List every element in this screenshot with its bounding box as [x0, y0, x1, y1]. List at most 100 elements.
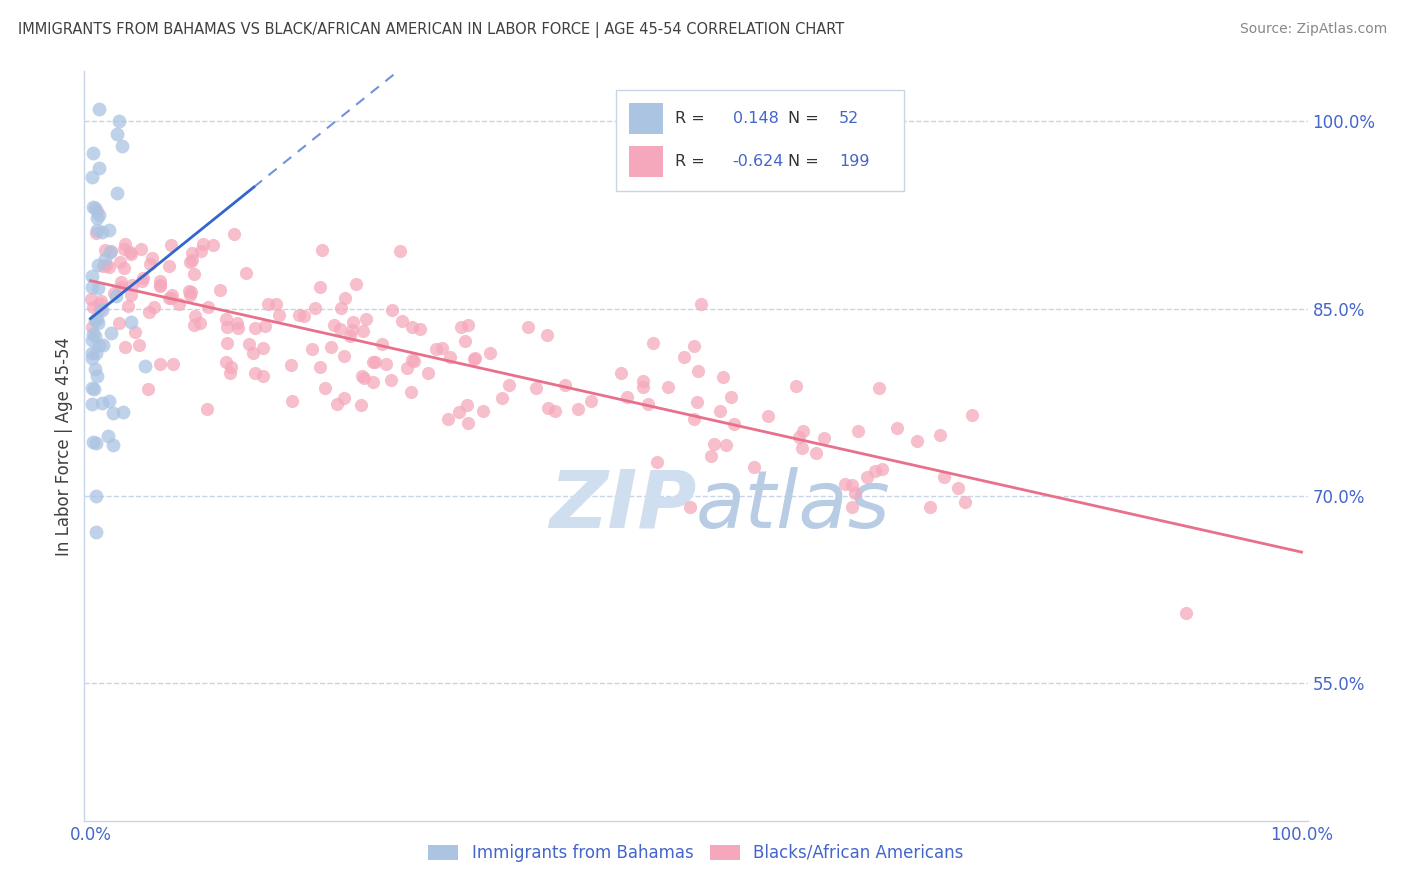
Point — [787, 430, 810, 444]
Point — [319, 340, 342, 354]
Point — [616, 390, 638, 404]
Text: ZIP: ZIP — [548, 467, 696, 545]
Point — [108, 316, 131, 330]
Point — [160, 291, 183, 305]
Point — [457, 318, 479, 333]
Point — [350, 398, 373, 412]
Point — [179, 255, 201, 269]
Point — [225, 316, 247, 330]
Point — [281, 394, 304, 409]
Point — [686, 395, 709, 409]
Legend: Immigrants from Bahamas, Blacks/African Americans: Immigrants from Bahamas, Blacks/African … — [422, 838, 970, 869]
Point — [243, 366, 266, 380]
Point — [389, 244, 412, 258]
Point — [82, 434, 104, 449]
Point — [105, 127, 128, 141]
Point — [101, 438, 124, 452]
Point — [353, 371, 375, 385]
Text: -0.624: -0.624 — [733, 153, 785, 169]
Point — [920, 500, 942, 514]
Point — [87, 258, 110, 272]
Bar — [628, 145, 664, 177]
Point — [863, 464, 886, 478]
Point — [183, 318, 205, 332]
Point — [252, 341, 274, 355]
Point — [112, 242, 135, 256]
Text: Source: ZipAtlas.com: Source: ZipAtlas.com — [1240, 22, 1388, 37]
Point — [149, 357, 172, 371]
Point — [813, 432, 835, 446]
Point — [868, 381, 890, 395]
Point — [80, 268, 103, 283]
Point — [790, 441, 813, 455]
Point — [326, 397, 349, 411]
Point — [101, 406, 124, 420]
Point — [202, 237, 225, 252]
Text: N =: N = — [787, 153, 824, 169]
Point — [333, 391, 356, 405]
Point — [89, 297, 111, 311]
Point — [93, 259, 115, 273]
Point — [82, 326, 104, 341]
Point — [846, 424, 869, 438]
Text: R =: R = — [675, 153, 710, 169]
Text: 199: 199 — [839, 153, 869, 169]
Point — [110, 280, 132, 294]
Point — [430, 341, 453, 355]
Point — [121, 277, 143, 292]
Point — [371, 337, 394, 351]
Point — [243, 321, 266, 335]
Point — [143, 301, 166, 315]
Point — [352, 324, 374, 338]
Point — [932, 470, 955, 484]
Point — [841, 500, 863, 514]
Point — [637, 396, 659, 410]
Point — [456, 398, 478, 412]
Point — [105, 186, 128, 200]
Point — [208, 283, 231, 297]
Point — [703, 437, 725, 451]
Point — [242, 345, 264, 359]
Point — [381, 303, 404, 318]
Point — [689, 297, 711, 311]
Point — [97, 428, 120, 442]
Point — [742, 460, 765, 475]
Point — [149, 278, 172, 293]
Point — [215, 354, 238, 368]
Point — [84, 524, 107, 539]
Point — [339, 329, 361, 343]
Point — [86, 204, 108, 219]
Point — [84, 362, 107, 376]
Point — [157, 259, 180, 273]
Point — [254, 319, 277, 334]
Text: IMMIGRANTS FROM BAHAMAS VS BLACK/AFRICAN AMERICAN IN LABOR FORCE | AGE 45-54 COR: IMMIGRANTS FROM BAHAMAS VS BLACK/AFRICAN… — [18, 22, 845, 38]
Point — [219, 359, 242, 374]
Point — [118, 244, 141, 259]
Point — [437, 411, 460, 425]
Point — [314, 381, 336, 395]
Point — [94, 244, 117, 258]
Point — [157, 291, 180, 305]
Point — [401, 352, 423, 367]
Point — [149, 274, 172, 288]
Point — [134, 359, 156, 373]
Point — [872, 462, 894, 476]
Point — [100, 326, 122, 341]
Point — [84, 436, 107, 450]
Point — [643, 336, 665, 351]
Point — [544, 404, 567, 418]
Point — [238, 337, 260, 351]
Point — [962, 408, 984, 422]
Text: N =: N = — [787, 112, 824, 126]
Point — [98, 260, 121, 274]
Point — [86, 222, 108, 236]
Point — [1175, 606, 1198, 620]
Point — [323, 318, 346, 332]
Point — [683, 338, 706, 352]
Point — [709, 404, 731, 418]
Point — [679, 500, 702, 514]
Point — [139, 257, 162, 271]
Point — [120, 247, 142, 261]
Point — [395, 360, 418, 375]
Point — [834, 477, 856, 491]
